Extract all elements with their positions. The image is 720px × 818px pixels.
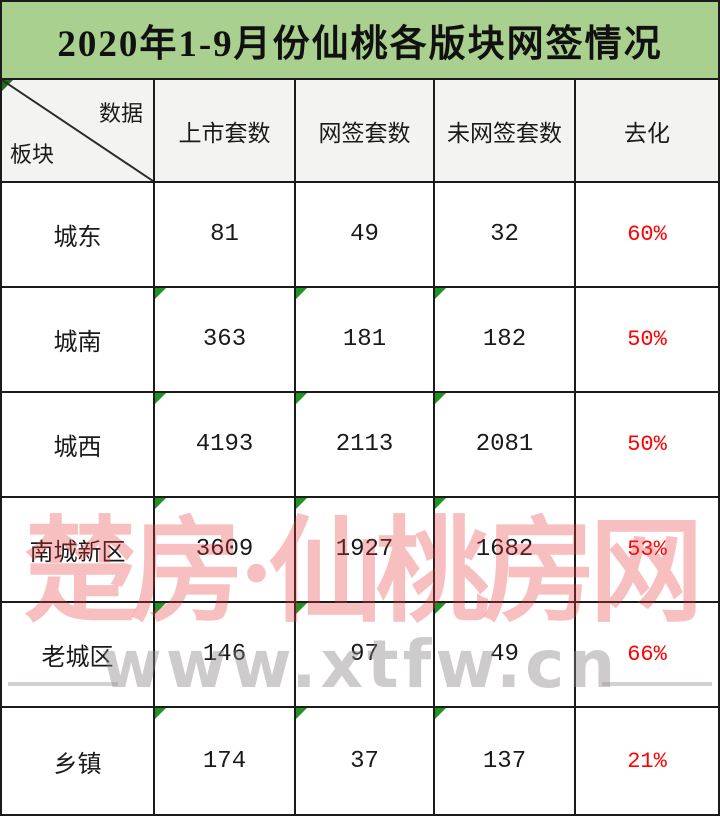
cell-flag-triangle-icon: [435, 393, 446, 404]
cell-flag-triangle-icon: [296, 498, 307, 509]
cell-rate: 66%: [576, 603, 718, 708]
cell-listed: 363: [155, 288, 296, 393]
cell-listed: 4193: [155, 393, 296, 498]
cell-signed: 181: [296, 288, 435, 393]
cell-flag-triangle-icon: [435, 603, 446, 614]
cell-flag-triangle-icon: [155, 498, 166, 509]
column-header-unsigned: 未网签套数: [435, 80, 576, 183]
row-sector-label: 城东: [2, 183, 155, 288]
cell-rate: 50%: [576, 393, 718, 498]
cell-listed: 146: [155, 603, 296, 708]
cell-flag-triangle-icon: [296, 708, 307, 719]
cell-unsigned: 1682: [435, 498, 576, 603]
row-sector-label: 老城区: [2, 603, 155, 708]
cell-listed: 3609: [155, 498, 296, 603]
cell-flag-triangle-icon: [435, 288, 446, 299]
column-header-signed: 网签套数: [296, 80, 435, 183]
row-sector-label: 城南: [2, 288, 155, 393]
cell-unsigned: 2081: [435, 393, 576, 498]
cell-flag-triangle-icon: [155, 603, 166, 614]
row-sector-label: 南城新区: [2, 498, 155, 603]
cell-signed: 37: [296, 708, 435, 814]
cell-flag-triangle-icon: [155, 393, 166, 404]
cell-flag-triangle-icon: [296, 603, 307, 614]
cell-flag-triangle-icon: [2, 80, 13, 91]
table-title: 2020年1-9月份仙桃各版块网签情况: [2, 2, 718, 80]
corner-label-sector: 板块: [10, 142, 55, 167]
column-header-rate: 去化: [576, 80, 718, 183]
cell-signed: 1927: [296, 498, 435, 603]
row-sector-label: 城西: [2, 393, 155, 498]
cell-flag-triangle-icon: [296, 393, 307, 404]
cell-flag-triangle-icon: [296, 288, 307, 299]
corner-label-data: 数据: [98, 101, 143, 126]
cell-flag-triangle-icon: [155, 288, 166, 299]
diagonal-divider-line: [2, 80, 153, 181]
cell-unsigned: 49: [435, 603, 576, 708]
cell-rate: 60%: [576, 183, 718, 288]
cell-listed: 81: [155, 183, 296, 288]
corner-header-cell: 数据 板块: [2, 80, 155, 183]
cell-rate: 21%: [576, 708, 718, 814]
cell-listed: 174: [155, 708, 296, 814]
cell-signed: 97: [296, 603, 435, 708]
cell-signed: 2113: [296, 393, 435, 498]
cell-unsigned: 182: [435, 288, 576, 393]
cell-signed: 49: [296, 183, 435, 288]
cell-unsigned: 137: [435, 708, 576, 814]
cell-flag-triangle-icon: [435, 498, 446, 509]
cell-unsigned: 32: [435, 183, 576, 288]
cell-rate: 50%: [576, 288, 718, 393]
row-sector-label: 乡镇: [2, 708, 155, 814]
cell-rate: 53%: [576, 498, 718, 603]
cell-flag-triangle-icon: [435, 708, 446, 719]
column-header-listed: 上市套数: [155, 80, 296, 183]
cell-flag-triangle-icon: [155, 708, 166, 719]
